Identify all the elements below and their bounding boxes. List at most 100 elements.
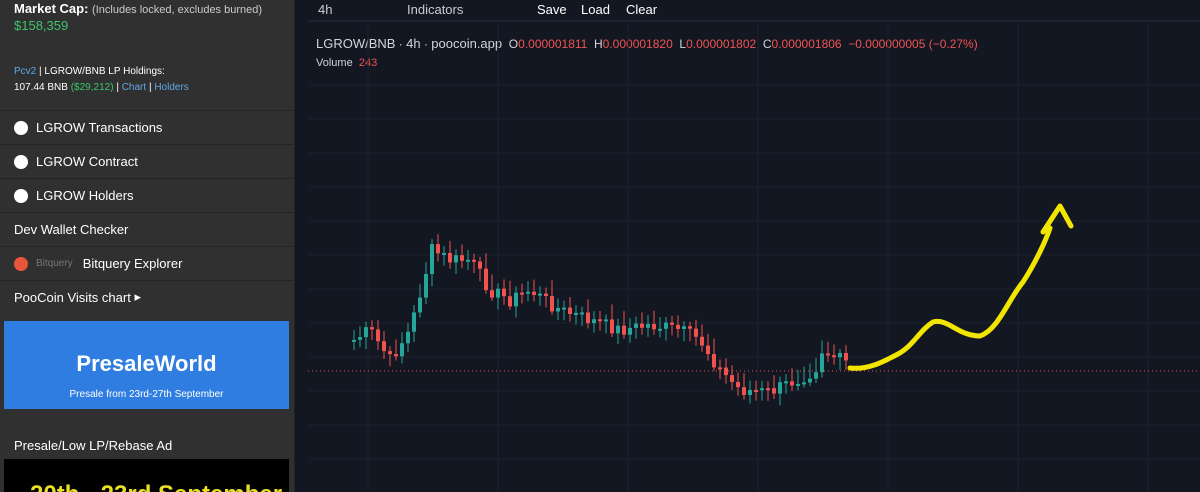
- candle-body: [790, 381, 794, 386]
- pair: LGROW/BNB: [316, 36, 396, 51]
- grid: [308, 22, 1200, 492]
- candle-body: [412, 312, 416, 332]
- candle-body: [556, 307, 560, 312]
- interval-button[interactable]: 4h: [318, 2, 333, 17]
- link[interactable]: Holders: [154, 82, 189, 93]
- sidebar: Market Cap: (Includes locked, excludes b…: [0, 0, 295, 492]
- save-button[interactable]: Save: [537, 2, 567, 17]
- low: 0.000001802: [686, 37, 757, 51]
- high: 0.000001820: [602, 37, 673, 51]
- candle-body: [814, 372, 818, 379]
- candle-body: [742, 387, 746, 396]
- candle-body: [688, 326, 692, 329]
- lp-line: Pcv2 | LGROW/BNB LP Holdings:: [14, 66, 165, 77]
- candle-body: [598, 319, 602, 322]
- menu-item[interactable]: LGROW Contract: [0, 144, 294, 178]
- candle-body: [364, 327, 368, 338]
- sep: |: [116, 82, 119, 93]
- candle-body: [382, 341, 386, 352]
- menu-item[interactable]: LGROW Transactions: [0, 110, 294, 144]
- candle-body: [436, 244, 440, 254]
- amount: 107.44 BNB: [14, 82, 68, 93]
- indicators-button[interactable]: Indicators: [407, 2, 464, 17]
- menu-item[interactable]: Dev Wallet Checker: [0, 212, 294, 245]
- candle-body: [460, 255, 464, 261]
- candle-body: [514, 292, 518, 307]
- toolbar: 4h Indicators Save Load Clear: [308, 0, 1200, 20]
- candle-body: [532, 291, 536, 296]
- candle-body: [580, 312, 584, 315]
- candle-body: [478, 261, 482, 269]
- load-button[interactable]: Load: [581, 2, 610, 17]
- candle-body: [502, 288, 506, 297]
- candle-body: [454, 255, 458, 263]
- candle-body: [676, 324, 680, 329]
- candle-body: [736, 381, 740, 388]
- candle-body: [628, 327, 632, 335]
- menu-item[interactable]: LGROW Holders: [0, 178, 294, 212]
- change: −0.000000005 (−0.27%): [848, 37, 978, 51]
- candle-body: [718, 367, 722, 370]
- candle-body: [520, 292, 524, 295]
- candle-body: [766, 388, 770, 391]
- link[interactable]: Chart: [121, 82, 147, 93]
- label: Dev Wallet Checker: [14, 221, 129, 237]
- candle-body: [622, 325, 626, 335]
- candle-body: [700, 336, 704, 346]
- logo-text: Bitquery: [36, 258, 73, 269]
- candle-body: [604, 319, 608, 322]
- ad-title: Presale/Low LP/Rebase Ad: [14, 438, 173, 453]
- candle-body: [772, 388, 776, 394]
- candle-body: [778, 382, 782, 394]
- candle-body: [508, 296, 512, 307]
- candle-body: [544, 293, 548, 297]
- menu-item[interactable]: Bitquery Bitquery Explorer: [0, 246, 294, 280]
- label: Volume: [316, 57, 353, 69]
- label: C: [762, 37, 772, 51]
- candle-body: [394, 354, 398, 357]
- clear-button[interactable]: Clear: [626, 2, 658, 17]
- drawn-arrow: [847, 203, 1074, 371]
- label: | LGROW/BNB LP Holdings:: [39, 66, 165, 77]
- candle-body: [472, 259, 476, 262]
- menu-item[interactable]: PooCoin Visits chart ▸: [0, 280, 294, 313]
- candle-body: [442, 252, 446, 255]
- candle-body: [592, 319, 596, 324]
- candle-body: [670, 322, 674, 325]
- sep: |: [148, 82, 152, 93]
- candle-body: [706, 345, 710, 355]
- close: 0.000001806: [771, 37, 842, 51]
- candle-body: [652, 323, 656, 330]
- candle-body: [448, 252, 452, 263]
- chart-canvas: [308, 20, 1200, 492]
- candle-body: [388, 351, 392, 355]
- candle-body: [610, 319, 614, 334]
- ad-brand: PresaleWorld: [76, 351, 217, 376]
- link[interactable]: Pcv2: [14, 66, 37, 77]
- candle-body: [784, 381, 788, 384]
- candle-body: [730, 375, 734, 382]
- label: O: [508, 37, 519, 51]
- label: PooCoin Visits chart: [14, 289, 131, 305]
- candle-body: [658, 328, 662, 331]
- candle-body: [796, 383, 800, 386]
- lp-amount: 107.44 BNB ($29,212) | Chart | Holders: [14, 82, 189, 93]
- usd: ($29,212): [70, 82, 114, 93]
- candle-body: [550, 296, 554, 312]
- label: Market Cap:: [14, 1, 89, 16]
- candle-body: [808, 378, 812, 383]
- candle-body: [646, 323, 650, 328]
- label: L: [679, 37, 687, 51]
- candle-body: [760, 388, 764, 391]
- open: 0.000001811: [518, 37, 588, 51]
- candle-body: [694, 328, 698, 337]
- candle-body: [352, 339, 356, 342]
- candle-body: [496, 288, 500, 298]
- ad-banner[interactable]: 20th - 23rd September: [4, 459, 289, 492]
- candle-body: [538, 293, 542, 296]
- ad-banner[interactable]: PresaleWorld Presale from 23rd-27th Sept…: [4, 321, 289, 409]
- candle-body: [526, 291, 530, 294]
- candle-body: [562, 307, 566, 310]
- candle-body: [664, 322, 668, 329]
- candle-body: [820, 353, 824, 373]
